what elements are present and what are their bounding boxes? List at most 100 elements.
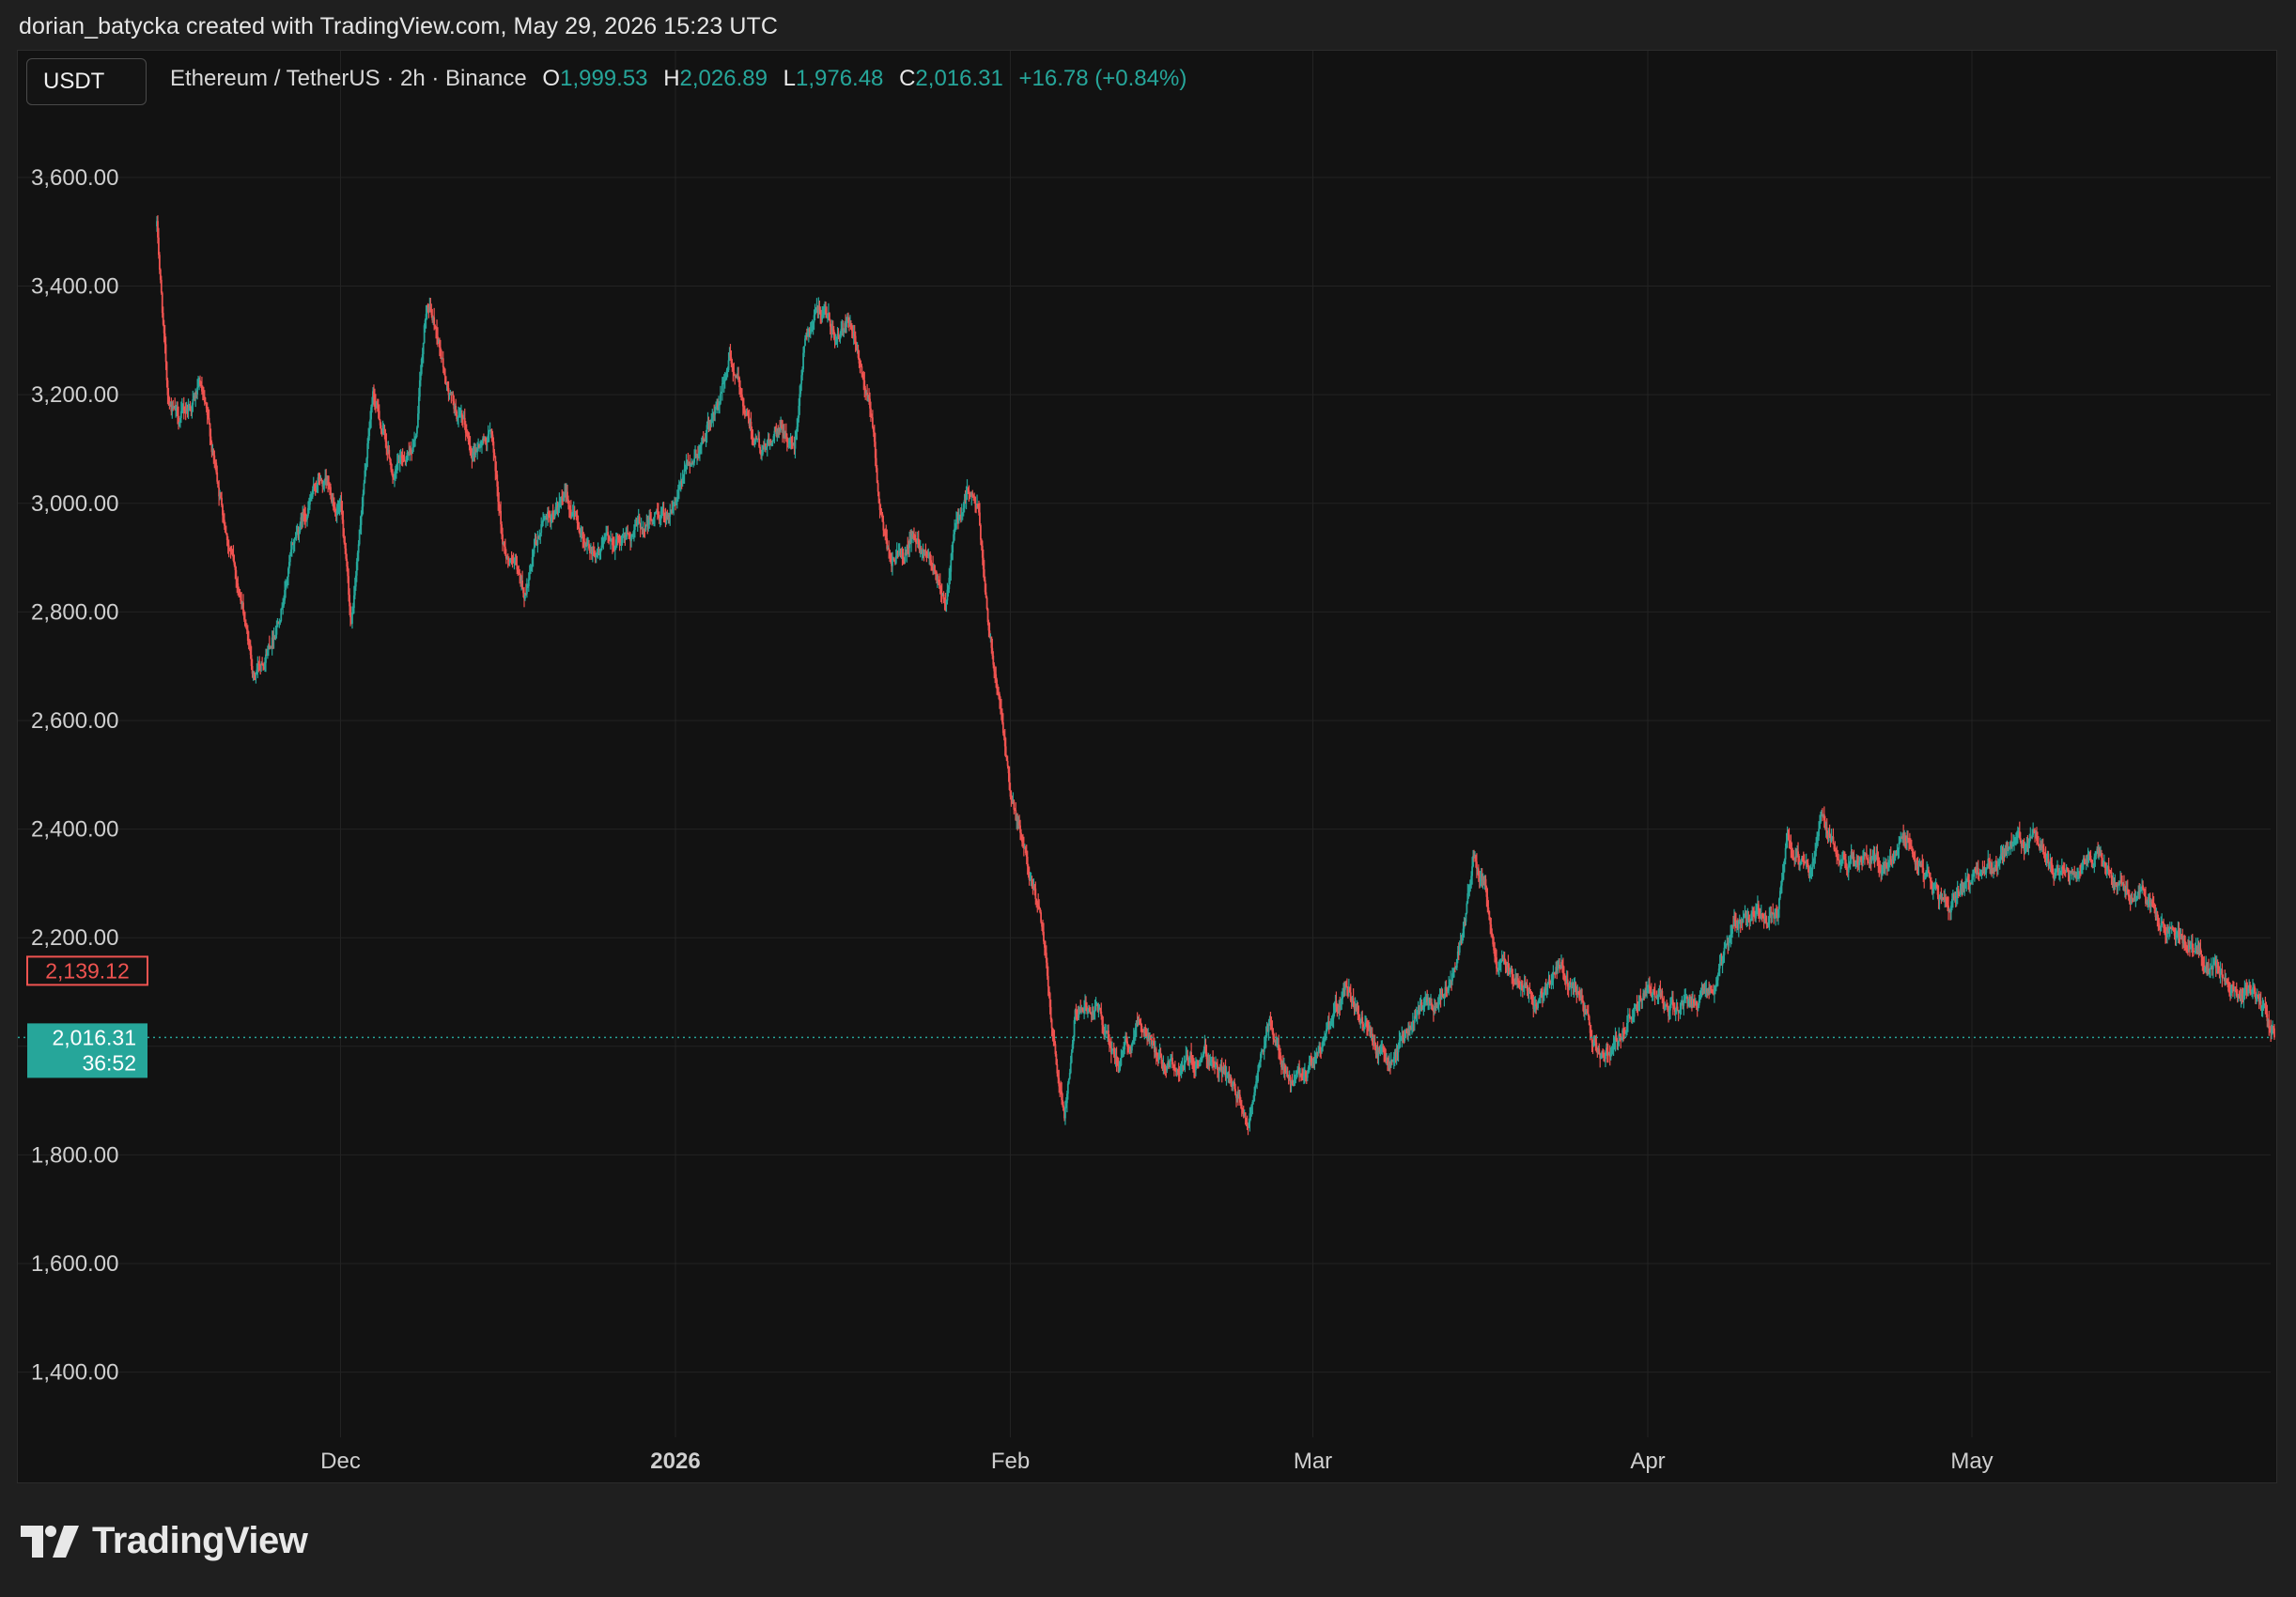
candle-body: [1526, 986, 1528, 991]
candle-body: [559, 501, 562, 503]
candle-body: [1947, 905, 1949, 912]
candle-body: [1143, 1027, 1146, 1033]
candle-body: [1109, 1046, 1112, 1054]
candle-body: [1309, 1059, 1311, 1062]
candle-body: [897, 552, 900, 557]
low-key: L: [783, 66, 796, 91]
candle-body: [1092, 1011, 1094, 1016]
candle-body: [744, 415, 747, 417]
tradingview-logo[interactable]: TradingView: [21, 1520, 308, 1562]
candle-body: [164, 344, 167, 363]
candle-body: [1135, 1020, 1138, 1028]
candle-body: [1243, 1112, 1246, 1117]
candle-body: [172, 407, 175, 409]
candle-body: [238, 588, 240, 590]
y-tick-label: 2,600.00: [31, 708, 118, 734]
candle-body: [1714, 989, 1715, 994]
candle-body: [828, 313, 830, 316]
candle-body: [539, 533, 542, 535]
candle-body: [209, 436, 212, 442]
candle-body: [1286, 1071, 1289, 1078]
candle-body: [309, 498, 312, 501]
candle-body: [715, 404, 718, 408]
candle-body: [1248, 1122, 1250, 1127]
candle-body: [397, 460, 400, 463]
candle-body: [1886, 861, 1889, 868]
candle-body: [1603, 1053, 1605, 1058]
candle-body: [1365, 1022, 1367, 1024]
candle-body: [918, 544, 921, 550]
candle-body: [548, 516, 551, 519]
candle-body: [2006, 847, 2009, 854]
candle-body: [303, 513, 305, 515]
candle-body: [1072, 1036, 1075, 1045]
candle-body: [251, 666, 254, 674]
candle-body: [1306, 1073, 1309, 1078]
symbol-label[interactable]: Ethereum / TetherUS · 2h · Binance: [170, 66, 527, 91]
candle-body: [806, 333, 809, 337]
candle-body: [2149, 902, 2152, 907]
candle-body: [1544, 987, 1546, 989]
candle-body: [1744, 912, 1746, 917]
candle-body: [1592, 1042, 1595, 1047]
candle-body: [1466, 903, 1468, 913]
candle-body: [1267, 1024, 1270, 1032]
candle-body: [483, 436, 486, 440]
candle-body: [576, 514, 579, 523]
candle-body: [753, 442, 756, 444]
chart-panel[interactable]: 1,400.001,600.001,800.002,000.002,200.00…: [17, 50, 2277, 1483]
candle-body: [1871, 859, 1874, 861]
candle-body: [2040, 845, 2042, 848]
candle-body: [498, 502, 501, 507]
candle-body: [1619, 1033, 1621, 1036]
candle-body: [819, 309, 822, 315]
candle-body: [989, 636, 992, 638]
candle-body: [1805, 860, 1807, 863]
candle-body: [1944, 896, 1947, 903]
candle-body: [1850, 851, 1853, 856]
candle-body: [482, 438, 485, 440]
candle-body: [2126, 889, 2129, 893]
candle-body: [836, 333, 839, 339]
candle-body: [1217, 1063, 1218, 1071]
candle-body: [1890, 861, 1893, 862]
candle-body: [1671, 1000, 1674, 1006]
candle-body: [371, 404, 373, 408]
candle-body: [1519, 984, 1522, 990]
candle-body: [1791, 848, 1793, 855]
candle-body: [1295, 1074, 1298, 1076]
candle-body: [297, 529, 300, 534]
candle-body: [1942, 897, 1945, 900]
candle-body: [2096, 848, 2099, 852]
candle-body: [1685, 997, 1688, 999]
candle-body: [183, 410, 186, 411]
candle-body: [1537, 1001, 1539, 1008]
candle-body: [668, 514, 671, 517]
currency-selector[interactable]: USDT: [26, 58, 147, 105]
candle-body: [270, 645, 272, 647]
candle-body: [1109, 1046, 1111, 1047]
candle-body: [1740, 921, 1743, 923]
candle-body: [572, 510, 575, 512]
candle-body: [184, 411, 187, 412]
candle-body: [963, 499, 966, 508]
candle-body: [1561, 962, 1563, 966]
candle-body: [1668, 1010, 1669, 1016]
candle-body: [212, 450, 215, 456]
candle-body: [1877, 861, 1880, 866]
candle-body: [1059, 1086, 1062, 1089]
candle-body: [1373, 1042, 1376, 1049]
candle-body: [308, 504, 310, 508]
candle-body: [1207, 1059, 1210, 1065]
candle-body: [1421, 1009, 1424, 1011]
price-chart[interactable]: 1,400.001,600.001,800.002,000.002,200.00…: [18, 51, 2277, 1483]
candle-body: [606, 532, 609, 535]
candle-body: [1446, 989, 1449, 992]
candle-body: [1324, 1039, 1326, 1041]
candle-body: [520, 574, 522, 581]
candle-body: [804, 338, 806, 347]
candle-body: [229, 550, 232, 552]
candle-body: [477, 444, 480, 449]
candle-body: [968, 490, 970, 493]
candle-body: [1766, 924, 1769, 926]
